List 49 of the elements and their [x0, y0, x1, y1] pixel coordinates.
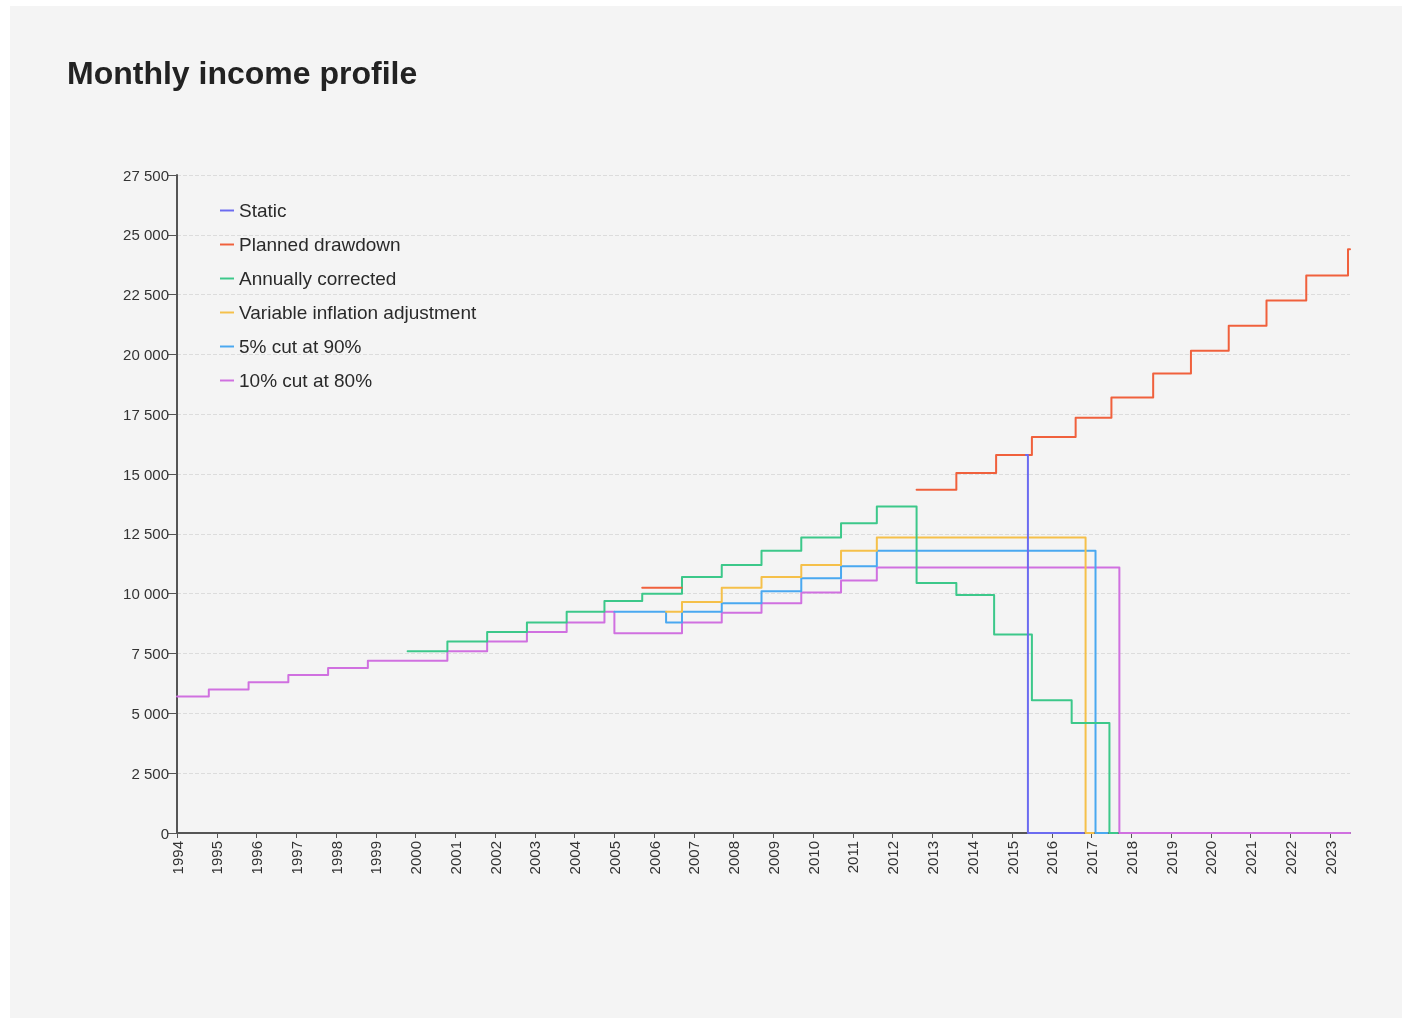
y-tick-label: 27 500 — [123, 166, 169, 184]
x-tick-label: 2007 — [685, 841, 703, 875]
x-tick-label: 2003 — [526, 841, 544, 875]
x-tick-label: 2018 — [1122, 841, 1140, 875]
x-tick-label: 1998 — [327, 841, 345, 875]
chart-title: Monthly income profile — [67, 55, 418, 91]
x-tick-label: 2013 — [923, 841, 941, 875]
x-tick-label: 2004 — [566, 841, 584, 875]
x-tick-label: 2023 — [1321, 841, 1339, 875]
x-tick-label: 2001 — [446, 841, 464, 875]
x-tick-label: 2022 — [1281, 841, 1299, 875]
legend-label: Annually corrected — [239, 268, 397, 289]
x-tick-label: 2006 — [645, 841, 663, 875]
y-tick-label: 0 — [160, 824, 169, 842]
x-tick-label: 2021 — [1242, 841, 1260, 875]
x-tick-label: 1995 — [208, 841, 226, 875]
x-tick-label: 2000 — [407, 841, 425, 875]
legend-label: 10% cut at 80% — [239, 370, 373, 391]
x-tick-label: 2020 — [1202, 841, 1220, 875]
legend-label: Planned drawdown — [239, 234, 401, 255]
x-tick-label: 2012 — [884, 841, 902, 875]
legend-label: Variable inflation adjustment — [239, 302, 478, 323]
y-tick-label: 15 000 — [123, 465, 169, 483]
x-tick-label: 2005 — [605, 841, 623, 875]
x-tick-label: 2008 — [725, 841, 743, 875]
x-tick-label: 2002 — [486, 841, 504, 875]
y-tick-label: 20 000 — [123, 345, 169, 363]
x-tick-label: 2009 — [764, 841, 782, 875]
x-tick-label: 2010 — [804, 841, 822, 875]
x-tick-label: 2019 — [1162, 841, 1180, 875]
x-tick-label: 2011 — [844, 841, 862, 874]
y-tick-label: 22 500 — [123, 286, 169, 304]
x-tick-label: 1997 — [287, 841, 305, 875]
y-tick-label: 25 000 — [123, 226, 169, 244]
y-tick-label: 17 500 — [123, 405, 169, 423]
x-tick-label: 1999 — [367, 841, 385, 875]
legend-label: 5% cut at 90% — [239, 336, 362, 357]
x-tick-label: 2016 — [1043, 841, 1061, 875]
y-tick-label: 10 000 — [123, 585, 169, 603]
x-tick-label: 2017 — [1083, 841, 1101, 875]
y-tick-label: 2 500 — [131, 764, 169, 782]
legend-label: Static — [239, 200, 287, 221]
x-tick-label: 2015 — [1003, 841, 1021, 875]
y-tick-label: 12 500 — [123, 525, 169, 543]
x-tick-label: 2014 — [963, 841, 981, 875]
y-tick-label: 7 500 — [131, 645, 169, 663]
y-tick-label: 5 000 — [131, 704, 169, 722]
x-tick-label: 1996 — [248, 841, 266, 875]
x-tick-label: 1994 — [168, 841, 186, 875]
